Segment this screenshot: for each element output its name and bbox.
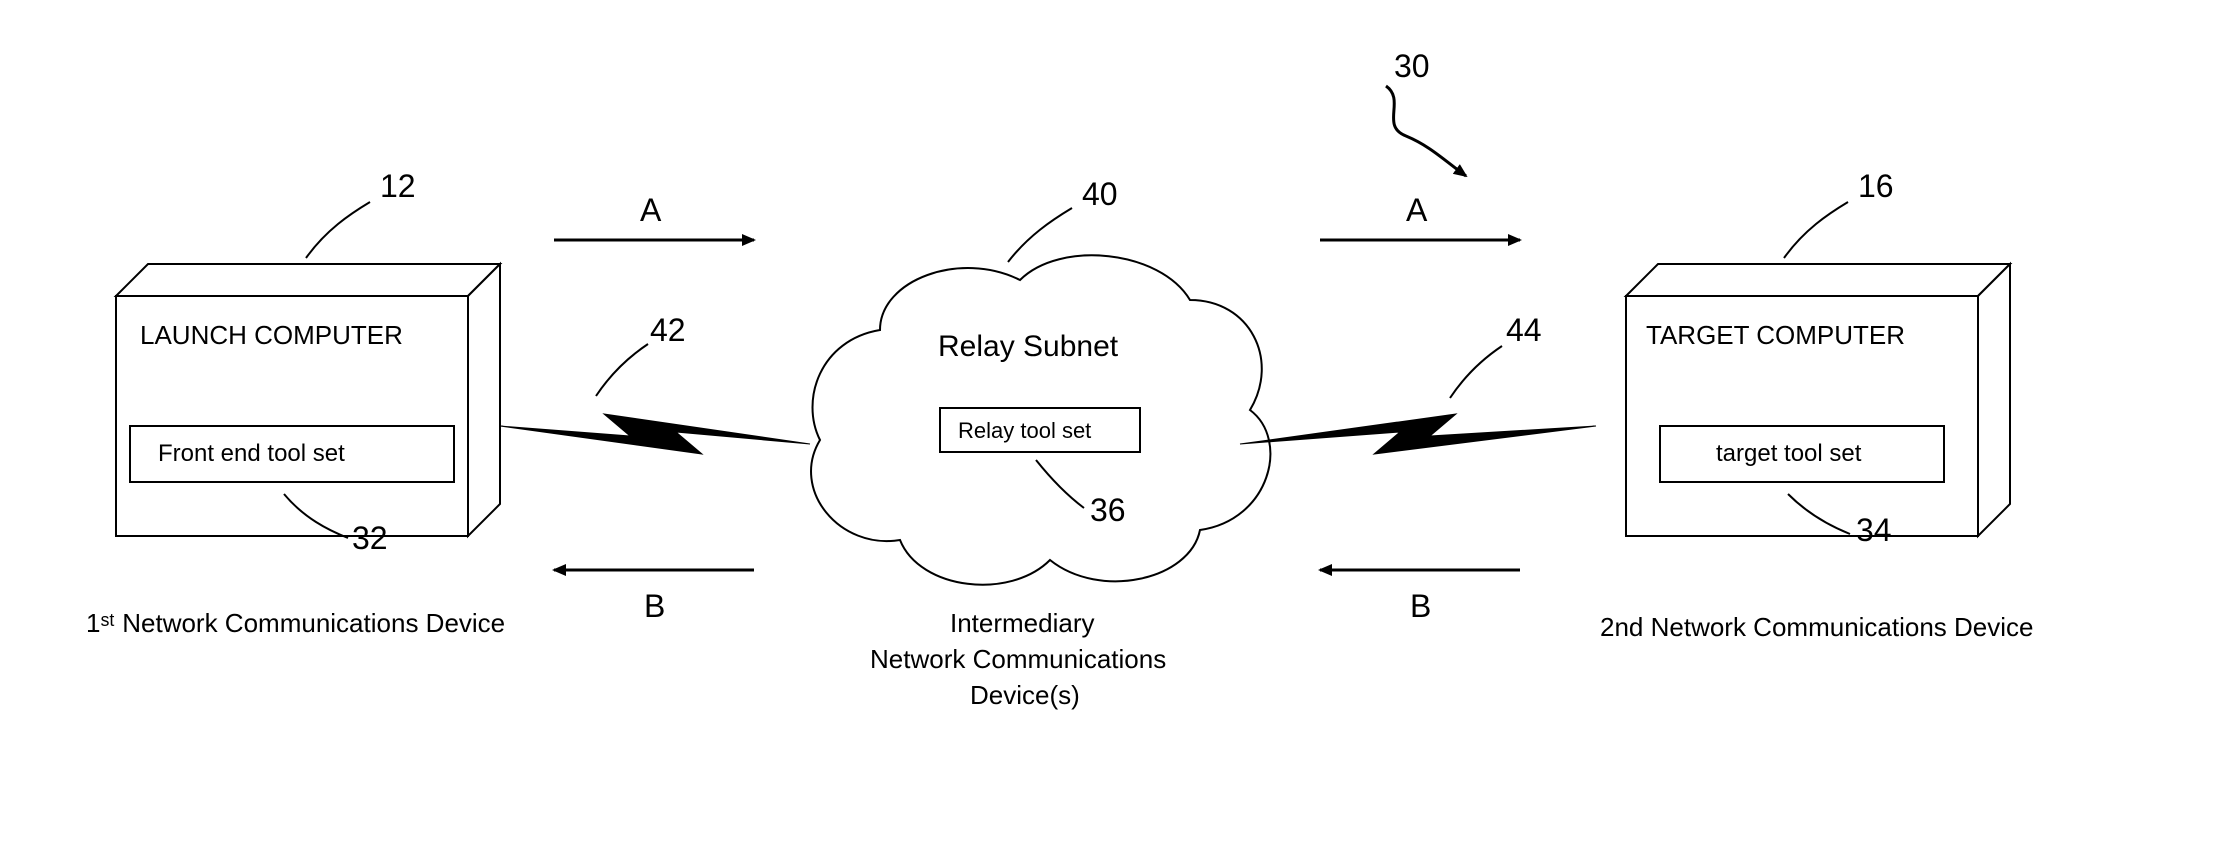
right-bolt-icon — [1240, 414, 1596, 454]
leader-44 — [1450, 346, 1502, 398]
arrow-label-a-right: A — [1406, 192, 1427, 229]
arrow-label-b-left: B — [644, 588, 665, 625]
relay-toolset-label: Relay tool set — [958, 418, 1091, 444]
target-title: TARGET COMPUTER — [1646, 320, 1905, 351]
relay-caption-1: Intermediary — [950, 608, 1095, 639]
refnum-42: 42 — [650, 312, 686, 349]
launch-title: LAUNCH COMPUTER — [140, 320, 403, 351]
leader-42 — [596, 344, 648, 396]
arrow-label-a-left: A — [640, 192, 661, 229]
refnum-34: 34 — [1856, 512, 1892, 549]
refnum-44: 44 — [1506, 312, 1542, 349]
launch-computer-box — [116, 264, 500, 536]
leader-16 — [1784, 202, 1848, 258]
target-toolset-label: target tool set — [1716, 440, 1861, 468]
leader-40 — [1008, 208, 1072, 262]
relay-caption-2: Network Communications — [870, 644, 1166, 675]
relay-title: Relay Subnet — [938, 330, 1118, 364]
refnum-40: 40 — [1082, 176, 1118, 213]
refnum-36: 36 — [1090, 492, 1126, 529]
refnum-16: 16 — [1858, 168, 1894, 205]
target-caption: 2nd Network Communications Device — [1600, 612, 2034, 643]
refnum-30: 30 — [1394, 48, 1430, 85]
leader-30 — [1386, 86, 1466, 176]
target-computer-box — [1626, 264, 2010, 536]
diagram-stage: LAUNCH COMPUTER Front end tool set 1ˢᵗ N… — [0, 0, 2213, 862]
left-bolt-icon — [500, 414, 810, 454]
arrow-label-b-right: B — [1410, 588, 1431, 625]
relay-caption-3: Device(s) — [970, 680, 1080, 711]
diagram-svg — [0, 0, 2213, 862]
refnum-32: 32 — [352, 520, 388, 557]
front-end-toolset-label: Front end tool set — [158, 440, 345, 468]
leader-12 — [306, 202, 370, 258]
refnum-12: 12 — [380, 168, 416, 205]
launch-caption: 1ˢᵗ Network Communications Device — [86, 608, 505, 639]
